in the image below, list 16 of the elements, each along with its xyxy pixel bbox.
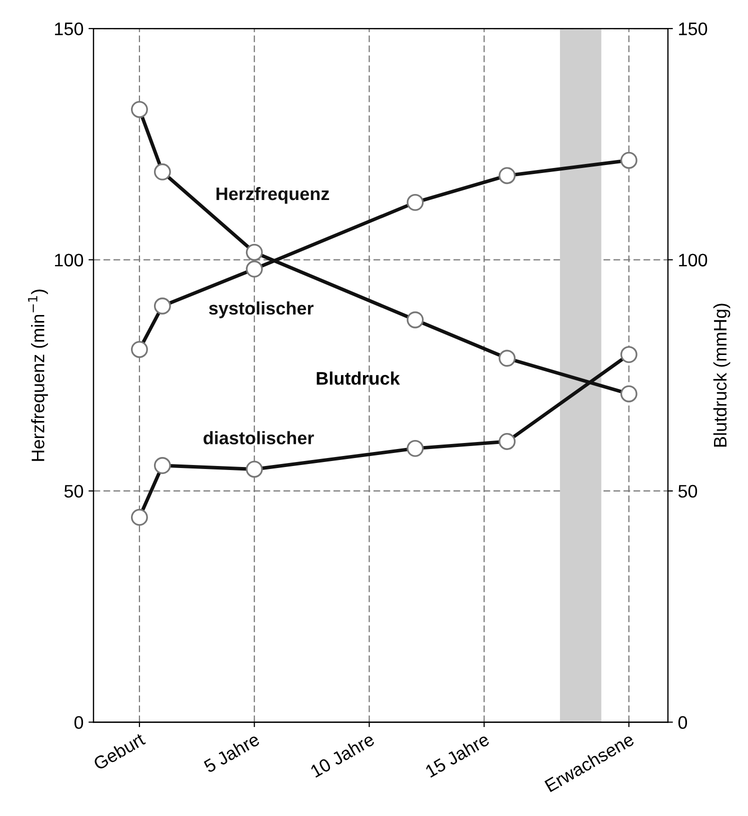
y-tick-label: 0 xyxy=(74,716,84,729)
y-axis-title: Herzfrequenz (min$^{−1}$) xyxy=(28,290,48,461)
series-label: Herzfrequenz xyxy=(216,186,330,204)
y-tick-label: 50 xyxy=(64,484,84,498)
y2-axis-title: Blutdruck (mmHg) xyxy=(713,304,730,447)
y-tick-label: 150 xyxy=(55,22,84,36)
y2-tick-label: 150 xyxy=(679,22,708,36)
x-tick-label: 15 Jahre xyxy=(424,732,490,778)
x-tick-label: 5 Jahre xyxy=(202,732,260,774)
y2-tick-label: 50 xyxy=(678,484,698,498)
x-tick-label: 10 Jahre xyxy=(310,732,376,778)
annotation: Blutdruck xyxy=(316,372,400,385)
y2-tick-label: 0 xyxy=(678,716,688,729)
y-tick-label: 100 xyxy=(55,254,84,266)
y2-tick-label: 100 xyxy=(679,254,708,266)
series-label: systolischer xyxy=(209,301,314,318)
